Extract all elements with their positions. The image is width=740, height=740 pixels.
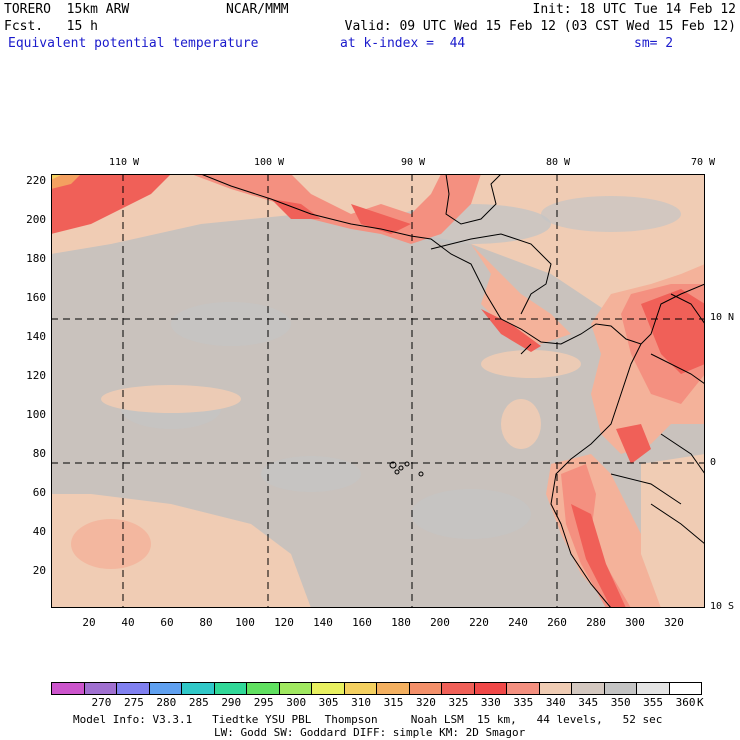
x-tick-label: 20	[82, 616, 96, 629]
x-tick-label: 40	[121, 616, 135, 629]
colorbar-swatch	[312, 683, 345, 694]
x-tick-label: 320	[664, 616, 684, 629]
colorbar-label: 315	[383, 696, 404, 709]
lon-label: 110 W	[108, 157, 140, 168]
colorbar-swatch	[474, 683, 507, 694]
colorbar-swatch	[149, 683, 182, 694]
y-tick-label: 140	[26, 330, 46, 343]
colorbar-swatch	[117, 683, 150, 694]
colorbar-swatch	[442, 683, 475, 694]
colorbar-swatch	[279, 683, 312, 694]
valid-time: Valid: 09 UTC Wed 15 Feb 12 (03 CST Wed …	[344, 19, 736, 34]
x-tick-label: 240	[508, 616, 528, 629]
x-tick-label: 120	[274, 616, 294, 629]
colorbar-swatch	[637, 683, 670, 694]
field-name: Equivalent potential temperature	[8, 36, 259, 51]
model-info: Model Info: V3.3.1 Tiedtke YSU PBL Thomp…	[73, 713, 663, 726]
colorbar-label: 325	[448, 696, 469, 709]
colorbar-label: 330	[480, 696, 501, 709]
x-tick-label: 220	[469, 616, 489, 629]
colorbar-label: 280	[156, 696, 177, 709]
y-tick-label: 20	[32, 564, 46, 577]
colorbar-unit: K	[697, 696, 704, 709]
x-tick-label: 100	[235, 616, 255, 629]
colorbar-swatch	[507, 683, 540, 694]
colorbar-label: 340	[545, 696, 566, 709]
colorbar-label: 295	[253, 696, 274, 709]
map-panel	[51, 174, 705, 608]
colorbar-swatch	[604, 683, 637, 694]
colorbar-swatch	[377, 683, 410, 694]
colorbar-label: 310	[351, 696, 371, 709]
colorbar-label: 360	[675, 696, 696, 709]
x-tick-label: 300	[625, 616, 645, 629]
y-tick-label: 60	[32, 486, 46, 499]
lon-label: 80 W	[545, 157, 571, 168]
colorbar-swatch	[214, 683, 247, 694]
colorbar-label: 300	[286, 696, 307, 709]
colorbar-swatch	[52, 683, 85, 694]
x-tick-label: 80	[199, 616, 213, 629]
lon-label: 90 W	[400, 157, 426, 168]
lat-label: 0	[710, 457, 717, 468]
lat-label: 10 S	[710, 601, 735, 612]
lon-label: 100 W	[253, 157, 285, 168]
x-tick-label: 260	[547, 616, 567, 629]
y-tick-label: 100	[26, 408, 46, 421]
init-time: Init: 18 UTC Tue 14 Feb 12	[532, 2, 737, 17]
x-tick-label: 180	[391, 616, 411, 629]
colorbar-label: 285	[188, 696, 209, 709]
y-tick-label: 200	[26, 213, 46, 226]
y-tick-label: 160	[26, 291, 46, 304]
x-tick-label: 160	[352, 616, 372, 629]
physics-info: LW: Godd SW: Goddard DIFF: simple KM: 2D…	[214, 726, 526, 739]
colorbar-swatch	[539, 683, 572, 694]
y-tick-label: 40	[32, 525, 46, 538]
colorbar-swatch	[344, 683, 377, 694]
colorbar-swatch	[247, 683, 280, 694]
y-tick-label: 180	[26, 252, 46, 265]
colorbar-swatch	[182, 683, 215, 694]
theta-e-field	[51, 174, 705, 608]
colorbar-swatch	[84, 683, 117, 694]
forecast-hour: Fcst. 15 h	[4, 19, 98, 34]
level-info: at k-index = 44	[340, 36, 466, 51]
colorbar-label: 345	[578, 696, 599, 709]
x-tick-label: 280	[586, 616, 606, 629]
x-tick-label: 200	[430, 616, 450, 629]
y-tick-label: 80	[32, 447, 46, 460]
colorbar-swatch	[572, 683, 605, 694]
lat-label: 10 N	[710, 312, 735, 323]
smoothing-info: sm= 2	[634, 36, 674, 51]
colorbar-label: 275	[123, 696, 144, 709]
colorbar-label: 290	[221, 696, 242, 709]
colorbar-label: 320	[416, 696, 436, 709]
colorbar-label: 355	[643, 696, 664, 709]
colorbar-swatch	[409, 683, 442, 694]
colorbar-label: 335	[513, 696, 534, 709]
colorbar-label: 350	[610, 696, 631, 709]
y-tick-label: 120	[26, 369, 46, 382]
colorbar-label: 305	[318, 696, 339, 709]
x-tick-label: 140	[313, 616, 333, 629]
colorbar	[51, 682, 702, 695]
y-tick-label: 220	[26, 174, 46, 187]
colorbar-label: 270	[91, 696, 112, 709]
center-name: NCAR/MMM	[226, 2, 289, 17]
model-title: TORERO 15km ARW	[4, 2, 130, 17]
x-tick-label: 60	[160, 616, 174, 629]
lon-label: 70 W	[690, 157, 716, 168]
colorbar-swatch	[669, 683, 701, 694]
